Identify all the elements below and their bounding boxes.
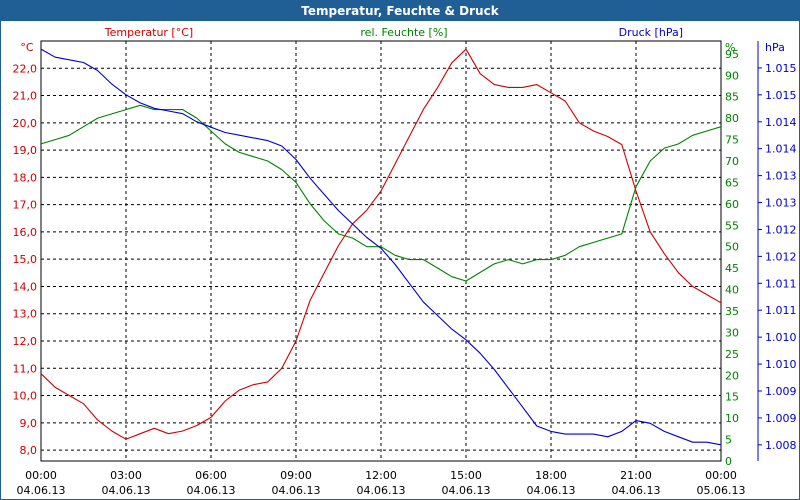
x-tick-date: 04.06.13 <box>102 484 151 497</box>
humidity-line <box>40 104 722 282</box>
x-tick-date: 05.06.13 <box>697 484 746 497</box>
pressure-tick-label: 1.013 <box>765 197 797 210</box>
humidity-tick-label: 30 <box>725 326 739 339</box>
x-tick-time: 00:00 <box>705 469 737 482</box>
temperature-tick-label: 17,0 <box>13 199 38 212</box>
humidity-tick-label: 85 <box>725 91 739 104</box>
pressure-tick-label: 1.009 <box>765 412 797 425</box>
pressure-tick-label: 1.011 <box>765 277 797 290</box>
temperature-tick-label: 12,0 <box>13 335 38 348</box>
temperature-tick-label: 18,0 <box>13 171 38 184</box>
humidity-tick-label: 10 <box>725 412 739 425</box>
pressure-tick-label: 1.015 <box>765 62 797 75</box>
x-tick-date: 04.06.13 <box>612 484 661 497</box>
x-tick-date: 04.06.13 <box>527 484 576 497</box>
temperature-tick-label: 9,0 <box>20 417 38 430</box>
legend-pressure: Druck [hPa] <box>619 26 683 39</box>
humidity-tick-label: 20 <box>725 369 739 382</box>
x-tick-time: 03:00 <box>110 469 142 482</box>
temperature-axis-unit: °C <box>20 41 34 54</box>
pressure-tick-label: 1.014 <box>765 143 797 156</box>
x-tick-date: 04.06.13 <box>272 484 321 497</box>
x-tick-time: 00:00 <box>25 469 57 482</box>
x-tick-time: 06:00 <box>195 469 227 482</box>
humidity-tick-label: 5 <box>725 434 732 447</box>
temperature-tick-label: 20,0 <box>13 117 38 130</box>
x-tick-time: 15:00 <box>450 469 482 482</box>
temperature-tick-label: 19,0 <box>13 144 38 157</box>
temperature-tick-label: 21,0 <box>13 90 38 103</box>
temperature-tick-label: 13,0 <box>13 308 38 321</box>
humidity-tick-label: 15 <box>725 391 739 404</box>
temperature-tick-label: 22,0 <box>13 62 38 75</box>
pressure-axis-unit: hPa <box>765 41 785 54</box>
temperature-tick-label: 15,0 <box>13 253 38 266</box>
humidity-tick-label: 35 <box>725 305 739 318</box>
window-title: Temperatur, Feuchte & Druck <box>1 1 799 21</box>
temperature-tick-label: 16,0 <box>13 226 38 239</box>
humidity-tick-label: 70 <box>725 155 739 168</box>
legend-temperature: Temperatur [°C] <box>104 26 193 39</box>
humidity-tick-label: 50 <box>725 241 739 254</box>
x-tick-time: 12:00 <box>365 469 397 482</box>
x-tick-date: 04.06.13 <box>357 484 406 497</box>
humidity-tick-label: 90 <box>725 69 739 82</box>
temperature-tick-label: 11,0 <box>13 362 38 375</box>
pressure-tick-label: 1.015 <box>765 89 797 102</box>
humidity-tick-label: 95 <box>725 48 739 61</box>
humidity-tick-label: 0 <box>725 455 732 468</box>
x-tick-time: 21:00 <box>620 469 652 482</box>
humidity-tick-label: 80 <box>725 112 739 125</box>
temperature-tick-label: 10,0 <box>13 390 38 403</box>
pressure-tick-label: 1.012 <box>765 223 797 236</box>
humidity-tick-label: 40 <box>725 284 739 297</box>
humidity-tick-label: 65 <box>725 176 739 189</box>
pressure-tick-label: 1.011 <box>765 304 797 317</box>
pressure-tick-label: 1.013 <box>765 170 797 183</box>
x-tick-date: 04.06.13 <box>17 484 66 497</box>
pressure-tick-label: 1.010 <box>765 358 797 371</box>
x-tick-time: 09:00 <box>280 469 312 482</box>
temperature-tick-label: 8,0 <box>20 444 38 457</box>
temperature-line <box>40 48 722 440</box>
humidity-tick-label: 60 <box>725 198 739 211</box>
pressure-tick-label: 1.008 <box>765 439 797 452</box>
pressure-tick-label: 1.010 <box>765 331 797 344</box>
x-tick-date: 04.06.13 <box>187 484 236 497</box>
humidity-tick-label: 55 <box>725 219 739 232</box>
humidity-axis-unit: % <box>725 41 735 54</box>
pressure-tick-label: 1.009 <box>765 385 797 398</box>
humidity-tick-label: 45 <box>725 262 739 275</box>
temperature-tick-label: 14,0 <box>13 280 38 293</box>
pressure-line <box>40 48 722 446</box>
x-tick-date: 04.06.13 <box>442 484 491 497</box>
pressure-tick-label: 1.012 <box>765 250 797 263</box>
legend-humidity: rel. Feuchte [%] <box>360 26 447 39</box>
pressure-tick-label: 1.014 <box>765 116 797 129</box>
humidity-tick-label: 25 <box>725 348 739 361</box>
humidity-tick-label: 75 <box>725 134 739 147</box>
x-tick-time: 18:00 <box>535 469 567 482</box>
